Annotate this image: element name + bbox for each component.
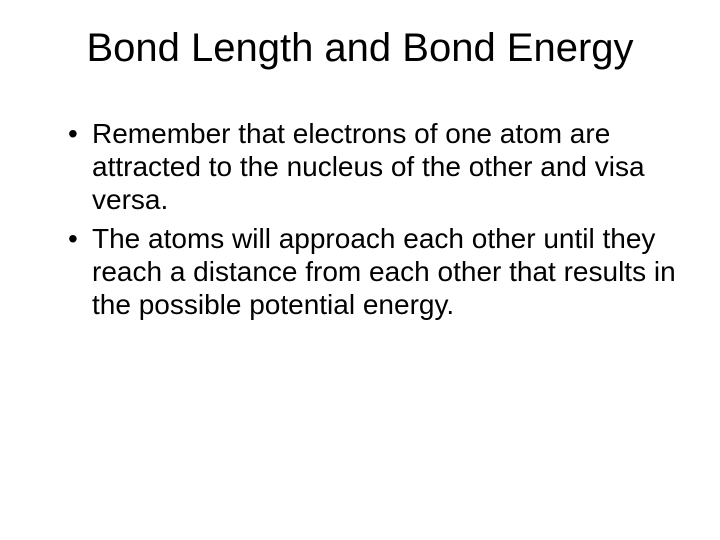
slide-container: Bond Length and Bond Energy Remember tha… [0,0,720,540]
slide-title: Bond Length and Bond Energy [40,26,680,71]
bullet-list: Remember that electrons of one atom are … [40,117,680,321]
list-item: Remember that electrons of one atom are … [68,117,680,216]
list-item: The atoms will approach each other until… [68,222,680,321]
